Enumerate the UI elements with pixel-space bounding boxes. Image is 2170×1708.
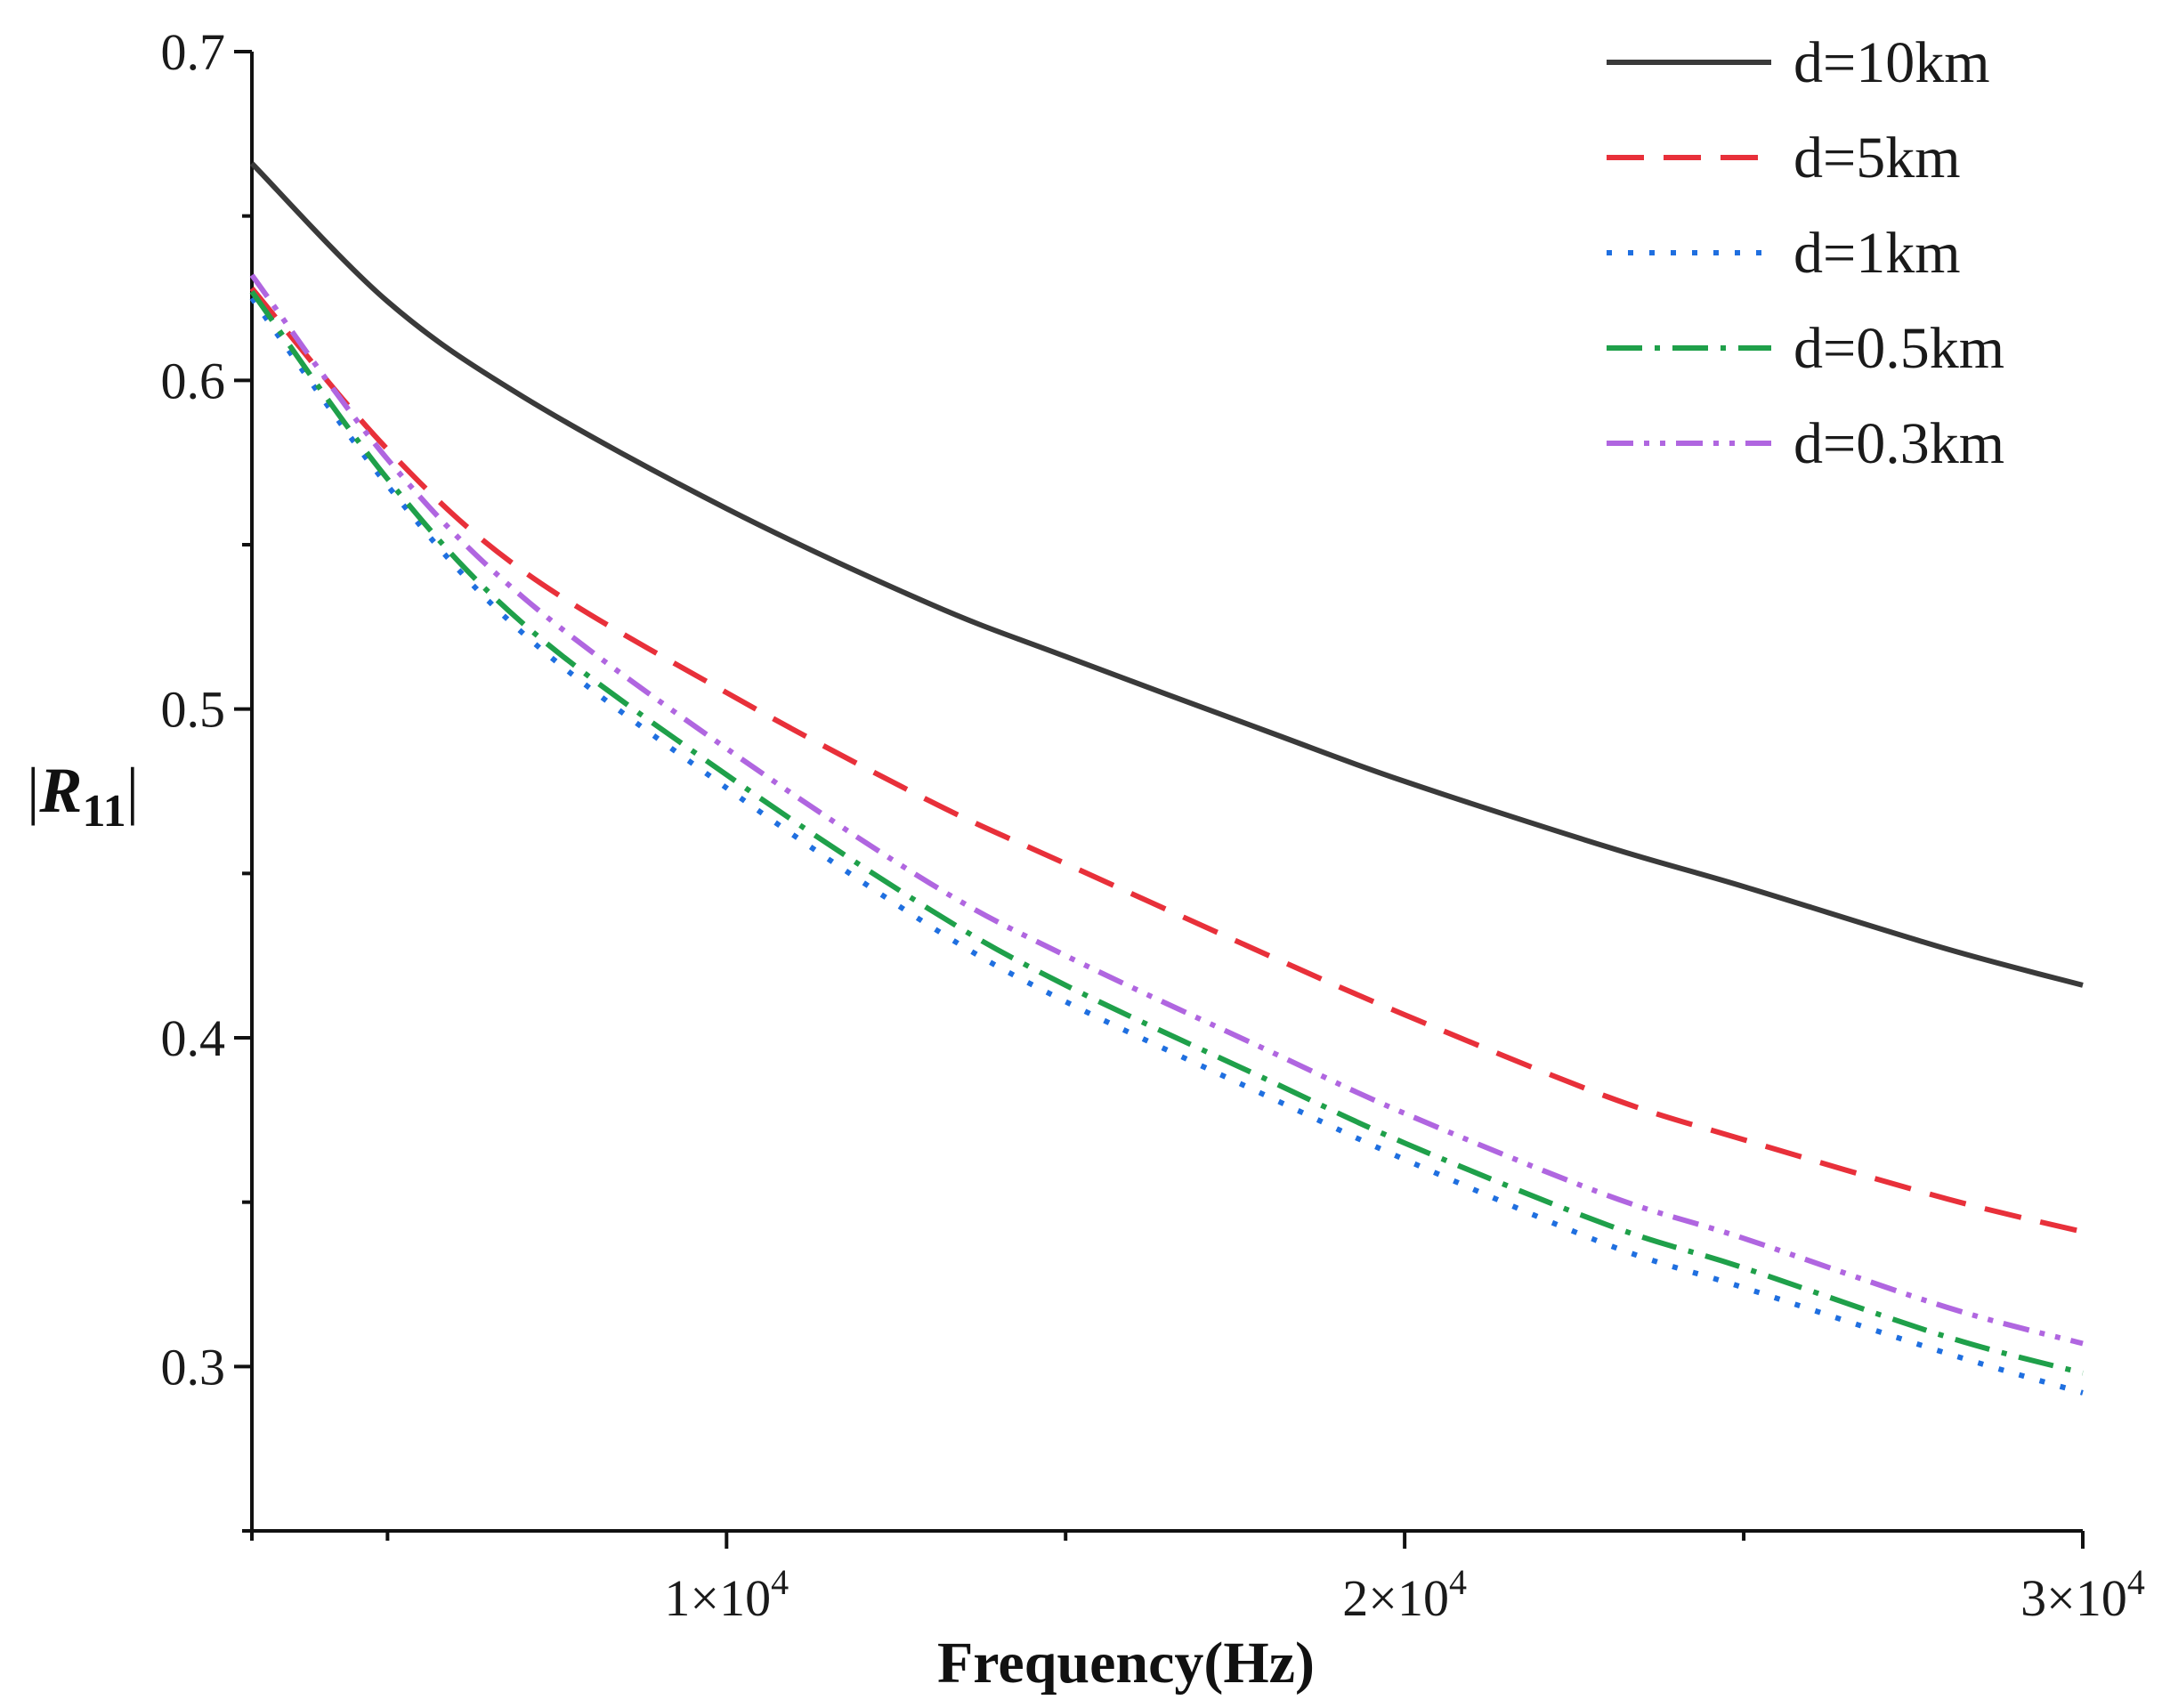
legend: d=10km d=5km d=1km d=0.5km d=0.3km	[1607, 30, 2004, 476]
y-tick-label: 0.3	[161, 1338, 226, 1396]
series-layer	[249, 161, 2084, 1396]
label-layer: 0.3 0.4 0.5 0.6 0.7 1×104 2×104 3×104 Frequency(…	[27, 23, 2145, 1696]
y-tick-label: 0.5	[161, 681, 226, 739]
y-tick-label: 0.6	[161, 352, 226, 409]
y-tick-label: 0.4	[161, 1009, 226, 1067]
series-line-d0-5km	[249, 289, 2084, 1376]
series-line-d5km	[249, 286, 2084, 1234]
legend-label: d=5km	[1793, 125, 1961, 190]
y-tick-label: 0.7	[161, 23, 226, 81]
legend-label: d=1km	[1793, 221, 1961, 286]
legend-label: d=0.5km	[1793, 316, 2004, 381]
series-line-d0-3km	[249, 273, 2084, 1347]
legend-label: d=10km	[1793, 30, 1990, 95]
x-tick-label: 1×104	[664, 1562, 789, 1627]
x-tick-label: 2×104	[1342, 1562, 1467, 1627]
x-tick-label: 3×104	[2020, 1562, 2145, 1627]
legend-label: d=0.3km	[1793, 411, 2004, 476]
series-line-d10km	[249, 161, 2084, 988]
y-axis-title: |R11|	[27, 755, 139, 837]
x-axis-title: Frequency(Hz)	[937, 1631, 1315, 1696]
